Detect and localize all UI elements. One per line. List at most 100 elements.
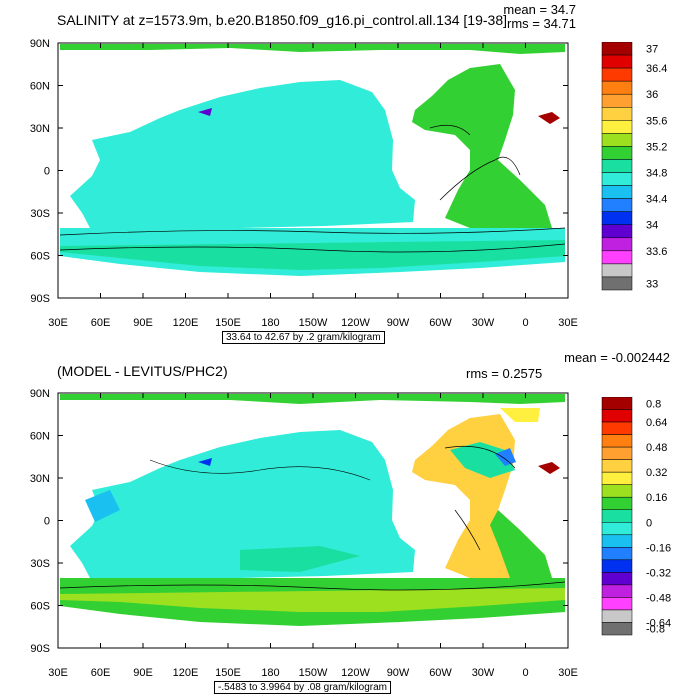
p2-japan-sea	[198, 458, 212, 466]
colorbar-label: 0.16	[646, 492, 667, 504]
colorbar-label: 34.4	[646, 194, 667, 206]
colorbar-box	[601, 263, 633, 278]
colorbar-label: 0.64	[646, 417, 667, 429]
colorbar-box	[601, 496, 633, 510]
panel2-colorbar-labels: 0.8 0.64 0.48 0.32 0.16 0 -0.16 -0.32 -0.48 -0.64…	[646, 398, 671, 635]
lon-label: 180	[261, 317, 279, 329]
p2-southern-belt	[60, 588, 565, 612]
panel1-title: SALINITY at z=1573.9m, b.e20.B1850.f09_g…	[57, 12, 507, 28]
panel2-colorbar: 0.8 0.64 0.48 0.32 0.16 0 -0.16 -0.32 -0.48 -0.64…	[601, 397, 671, 636]
colorbar-box	[601, 80, 633, 95]
lon-label: 150W	[299, 317, 328, 329]
colorbar-label: 35.6	[646, 115, 667, 127]
colorbar-label: 36.4	[646, 63, 667, 75]
p2-atlantic-gulf	[450, 442, 515, 478]
lat-label: 30S	[30, 558, 50, 570]
lat-label: 90N	[30, 388, 50, 400]
colorbar-box	[601, 211, 633, 225]
lon-label: 30E	[558, 667, 578, 679]
lon-label: 120W	[341, 317, 370, 329]
panel1-info: 33.64 to 42.67 by .2 gram/kilogram	[222, 331, 385, 344]
colorbar-box	[601, 54, 633, 69]
colorbar-box	[601, 434, 633, 448]
colorbar-box	[601, 421, 633, 435]
lon-label: 60W	[429, 667, 452, 679]
lon-label: 60W	[429, 317, 452, 329]
lon-label: 60E	[91, 317, 111, 329]
colorbar-box	[601, 572, 633, 586]
lon-label: 150E	[215, 667, 241, 679]
colorbar-box	[601, 237, 633, 252]
colorbar-label: 37	[646, 44, 658, 56]
p2-arctic-warm	[500, 408, 540, 422]
lat-label: 30N	[30, 123, 50, 135]
lon-label: 90E	[133, 667, 153, 679]
lat-label: 60S	[30, 251, 50, 263]
colorbar-label: -0.64	[646, 617, 671, 629]
colorbar-box	[601, 559, 633, 573]
lon-label: 180	[261, 667, 279, 679]
lat-label: 30S	[30, 208, 50, 220]
colorbar-box	[601, 146, 633, 160]
colorbar-label: 0.32	[646, 467, 667, 479]
lon-label: 90W	[387, 667, 410, 679]
panel1-mean: mean = 34.7	[503, 2, 576, 17]
panel2-title: (MODEL - LEVITUS/PHC2)	[57, 363, 228, 379]
panel2-map: 30E 60E 90E 120E 150E 180 150W 120W 90W 60W 30W 0 30…	[30, 388, 578, 679]
colorbar-box	[601, 93, 633, 108]
colorbar-label: 0	[646, 517, 652, 529]
p1-southern-deep	[60, 240, 565, 270]
colorbar-box	[601, 107, 633, 121]
colorbar-box	[601, 459, 633, 473]
lon-label: 60E	[91, 667, 111, 679]
lon-label: 90W	[387, 317, 410, 329]
colorbar-label: 35.2	[646, 141, 667, 153]
panel2-ticks: 30E 60E 90E 120E 150E 180 150W 120W 90W 60W 30W 0 30…	[30, 388, 578, 679]
lon-label: 0	[522, 317, 528, 329]
panel2-mean: mean = -0.002442	[564, 350, 670, 365]
colorbar-box	[601, 133, 633, 147]
lon-label: 30E	[48, 667, 68, 679]
panel1-ocean-field	[59, 44, 566, 276]
lon-label: 30W	[472, 667, 495, 679]
lon-label: 150E	[215, 317, 241, 329]
colorbar-label: 0.48	[646, 442, 667, 454]
p2-arctic	[60, 394, 565, 404]
panel1-colorbar-boxes	[601, 42, 633, 291]
colorbar-box	[601, 522, 633, 536]
colorbar-label: -0.8	[646, 624, 665, 636]
colorbar-box	[601, 276, 633, 291]
colorbar-label: -0.48	[646, 592, 671, 604]
lat-label: 60N	[30, 431, 50, 443]
panel2-ocean-field	[59, 394, 566, 626]
panel1-rms: rms = 34.71	[506, 16, 576, 31]
panel1-colorbar-labels: 37 36.4 36 35.6 35.2 34.8 34.4 34 33.6 33	[646, 44, 667, 291]
colorbar-box	[601, 484, 633, 498]
colorbar-label: 34	[646, 220, 658, 232]
lat-label: 90N	[30, 38, 50, 50]
p1-indian	[78, 168, 175, 228]
lon-label: 30E	[558, 317, 578, 329]
colorbar-box	[601, 622, 633, 636]
colorbar-label: -0.32	[646, 567, 671, 579]
colorbar-box	[601, 120, 633, 134]
colorbar-box	[601, 42, 633, 56]
p2-mediterranean	[538, 462, 560, 474]
colorbar-box	[601, 597, 633, 611]
colorbar-label: -0.16	[646, 542, 671, 554]
colorbar-label: 36	[646, 89, 658, 101]
lat-label: 60S	[30, 601, 50, 613]
colorbar-label: 33	[646, 278, 658, 290]
colorbar-box	[601, 67, 633, 82]
lat-label: 30N	[30, 473, 50, 485]
p1-atlantic	[412, 64, 552, 228]
colorbar-box	[601, 547, 633, 561]
colorbar-box	[601, 159, 633, 173]
lon-label: 90E	[133, 317, 153, 329]
colorbar-box	[601, 250, 633, 265]
colorbar-label: 34.8	[646, 168, 667, 180]
lon-label: 120W	[341, 667, 370, 679]
panel2-info: -.5483 to 3.9964 by .08 gram/kilogram	[214, 681, 391, 694]
p2-indian	[78, 518, 175, 578]
colorbar-box	[601, 185, 633, 199]
